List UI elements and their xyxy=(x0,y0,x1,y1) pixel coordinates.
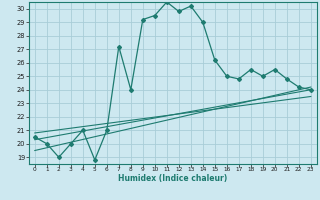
X-axis label: Humidex (Indice chaleur): Humidex (Indice chaleur) xyxy=(118,174,228,183)
